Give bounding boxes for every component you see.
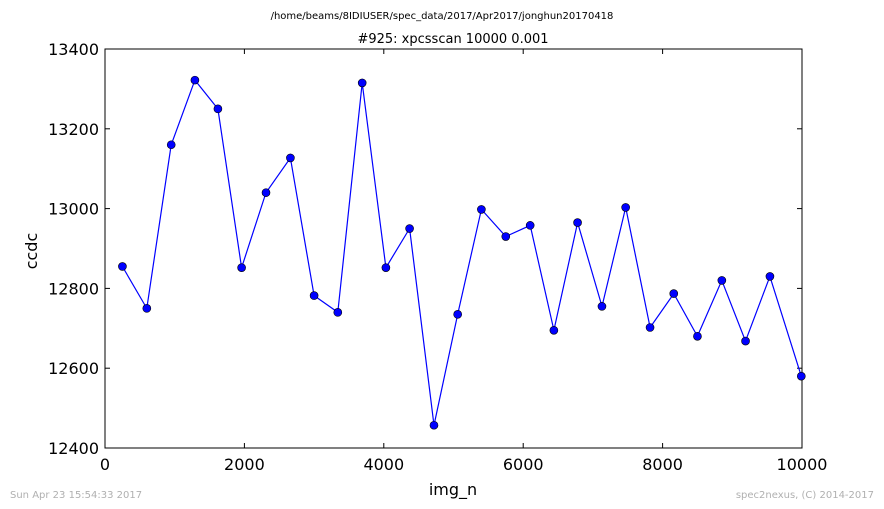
data-point: [477, 205, 486, 214]
data-point: [501, 232, 511, 241]
data-point: [693, 331, 702, 341]
data-point: [645, 323, 655, 332]
footer-timestamp: Sun Apr 23 15:54:33 2017: [10, 490, 142, 501]
data-point: [333, 308, 343, 317]
data-point: [429, 420, 439, 430]
x-tick-label: 2000: [224, 455, 265, 474]
data-point: [525, 221, 535, 230]
data-series: [118, 75, 806, 430]
data-point: [405, 224, 414, 233]
data-point: [261, 188, 271, 197]
x-tick-label: 4000: [363, 455, 404, 474]
y-tick-label: 13400: [48, 40, 99, 59]
y-tick-label: 12400: [48, 439, 99, 458]
data-point: [357, 78, 367, 88]
data-point: [741, 336, 750, 346]
data-point: [765, 272, 775, 281]
data-point: [213, 104, 223, 114]
data-point: [797, 371, 806, 381]
data-point: [621, 203, 630, 212]
data-point: [237, 263, 246, 272]
y-tick-label: 12600: [48, 359, 99, 378]
data-point: [717, 276, 727, 285]
data-point: [286, 153, 295, 163]
data-point: [118, 262, 127, 271]
path-title: /home/beams/8IDIUSER/spec_data/2017/Apr2…: [271, 11, 614, 22]
data-point: [573, 218, 582, 227]
y-tick-label: 13000: [48, 200, 99, 219]
data-point: [142, 304, 152, 313]
x-tick-label: 8000: [642, 455, 683, 474]
data-point: [549, 325, 559, 335]
data-point: [597, 302, 607, 311]
axis-ticks: 0 2000 4000 6000 8000 10000 12400 12600 12800 130…: [48, 40, 827, 474]
data-point: [166, 140, 176, 150]
data-point: [453, 310, 462, 319]
data-point: [309, 291, 319, 300]
x-tick-label: 0: [100, 455, 110, 474]
y-tick-label: 13200: [48, 120, 99, 139]
plot-frame: [104, 48, 803, 449]
x-tick-label: 10000: [777, 455, 828, 474]
footer-credit: spec2nexus, (C) 2014-2017: [736, 490, 874, 501]
data-point: [669, 289, 679, 298]
y-tick-label: 12800: [48, 279, 99, 298]
chart-title: #925: xpcsscan 10000 0.001: [357, 32, 548, 47]
y-axis-label: ccdc: [22, 233, 41, 270]
x-axis-label: img_n: [429, 480, 477, 500]
data-point: [381, 263, 391, 272]
x-tick-label: 6000: [503, 455, 544, 474]
data-point: [190, 75, 200, 85]
